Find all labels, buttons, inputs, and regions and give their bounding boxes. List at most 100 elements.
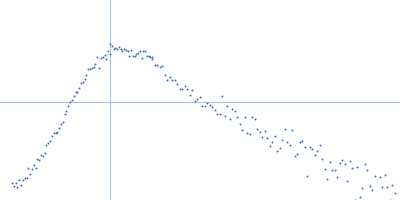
- Point: [140, 50, 146, 53]
- Point: [359, 187, 366, 190]
- Point: [317, 143, 323, 146]
- Point: [107, 52, 113, 55]
- Point: [292, 154, 298, 157]
- Point: [40, 155, 46, 158]
- Point: [130, 54, 136, 57]
- Point: [32, 167, 39, 170]
- Point: [62, 113, 68, 116]
- Point: [332, 168, 338, 172]
- Point: [322, 168, 328, 171]
- Point: [67, 100, 73, 104]
- Point: [296, 140, 303, 144]
- Point: [199, 104, 205, 107]
- Point: [94, 55, 100, 58]
- Point: [58, 123, 64, 126]
- Point: [389, 183, 396, 186]
- Point: [22, 177, 28, 180]
- Point: [87, 67, 93, 71]
- Point: [392, 191, 398, 194]
- Point: [76, 86, 82, 89]
- Point: [274, 149, 280, 153]
- Point: [126, 54, 132, 57]
- Point: [249, 116, 256, 119]
- Point: [344, 180, 350, 183]
- Point: [324, 178, 330, 181]
- Point: [184, 88, 190, 91]
- Point: [119, 49, 126, 52]
- Point: [9, 181, 15, 184]
- Point: [309, 147, 316, 150]
- Point: [122, 48, 129, 52]
- Point: [319, 157, 326, 160]
- Point: [286, 143, 293, 146]
- Point: [43, 143, 50, 146]
- Point: [214, 112, 220, 116]
- Point: [282, 128, 288, 131]
- Point: [216, 112, 223, 115]
- Point: [133, 52, 140, 55]
- Point: [284, 141, 290, 144]
- Point: [63, 109, 70, 112]
- Point: [179, 87, 185, 90]
- Point: [234, 115, 240, 118]
- Point: [181, 84, 188, 87]
- Point: [279, 139, 286, 142]
- Point: [14, 185, 21, 189]
- Point: [154, 64, 160, 67]
- Point: [147, 56, 154, 59]
- Point: [244, 131, 250, 134]
- Point: [202, 105, 208, 108]
- Point: [145, 54, 152, 58]
- Point: [85, 67, 92, 71]
- Point: [80, 80, 86, 83]
- Point: [299, 139, 306, 143]
- Point: [334, 175, 340, 178]
- Point: [60, 120, 66, 123]
- Point: [105, 49, 111, 53]
- Point: [236, 123, 243, 126]
- Point: [108, 44, 115, 48]
- Point: [372, 175, 378, 178]
- Point: [186, 94, 193, 97]
- Point: [29, 167, 35, 171]
- Point: [54, 131, 60, 134]
- Point: [329, 169, 336, 172]
- Point: [50, 131, 57, 134]
- Point: [12, 181, 19, 185]
- Point: [144, 55, 150, 58]
- Point: [47, 139, 53, 142]
- Point: [100, 56, 106, 59]
- Point: [232, 110, 238, 113]
- Point: [189, 89, 195, 92]
- Point: [25, 166, 32, 169]
- Point: [169, 79, 175, 82]
- Point: [89, 67, 95, 70]
- Point: [176, 87, 183, 90]
- Point: [276, 146, 283, 149]
- Point: [352, 198, 358, 200]
- Point: [204, 101, 210, 104]
- Point: [161, 74, 168, 77]
- Point: [142, 49, 148, 53]
- Point: [259, 135, 266, 138]
- Point: [307, 145, 313, 149]
- Point: [174, 83, 180, 86]
- Point: [312, 154, 318, 157]
- Point: [347, 159, 353, 162]
- Point: [266, 145, 273, 148]
- Point: [78, 81, 84, 85]
- Point: [369, 188, 376, 191]
- Point: [112, 47, 118, 50]
- Point: [30, 164, 37, 167]
- Point: [206, 103, 213, 106]
- Point: [242, 116, 248, 119]
- Point: [101, 53, 108, 57]
- Point: [52, 132, 59, 135]
- Point: [45, 142, 52, 145]
- Point: [226, 117, 233, 120]
- Point: [164, 79, 170, 82]
- Point: [16, 179, 22, 182]
- Point: [337, 162, 343, 165]
- Point: [121, 48, 127, 51]
- Point: [11, 184, 17, 187]
